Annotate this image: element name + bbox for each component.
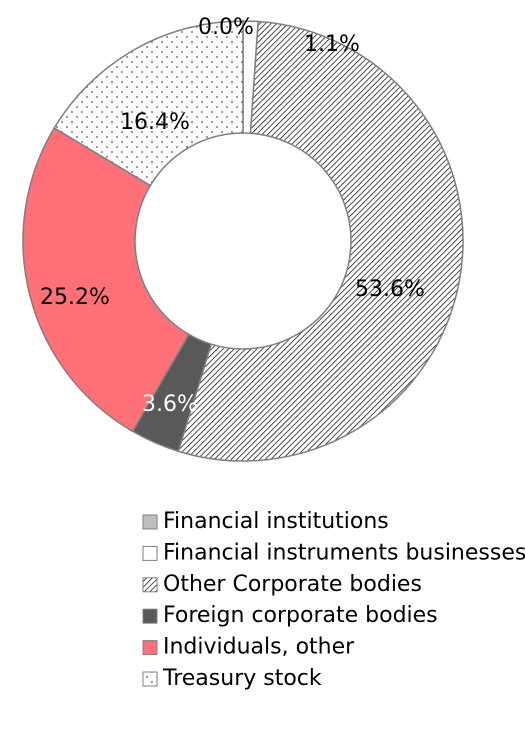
data-label: 53.6% (355, 277, 425, 302)
legend-label: Financial instruments businesses (163, 540, 525, 565)
legend-swatch (142, 545, 158, 561)
data-label: 16.4% (120, 110, 190, 135)
donut-slice (22, 126, 190, 433)
legend-swatch (142, 608, 158, 624)
legend-label: Treasury stock (162, 666, 322, 691)
legend-label: Other Corporate bodies (163, 572, 422, 597)
legend-label: Financial institutions (163, 509, 389, 534)
legend-swatch (142, 640, 158, 656)
legend-swatch (142, 671, 158, 687)
legend-swatch (142, 514, 158, 530)
legend-swatch (142, 577, 158, 593)
donut-slice (177, 20, 464, 462)
data-label: 3.6% (142, 392, 198, 417)
data-label: 25.2% (40, 285, 110, 310)
donut-slice (53, 20, 244, 187)
data-label: 1.1% (304, 32, 360, 57)
data-label: 0.0% (198, 15, 254, 40)
legend-label: Individuals, other (163, 635, 355, 660)
legend-label: Foreign corporate bodies (163, 603, 438, 628)
